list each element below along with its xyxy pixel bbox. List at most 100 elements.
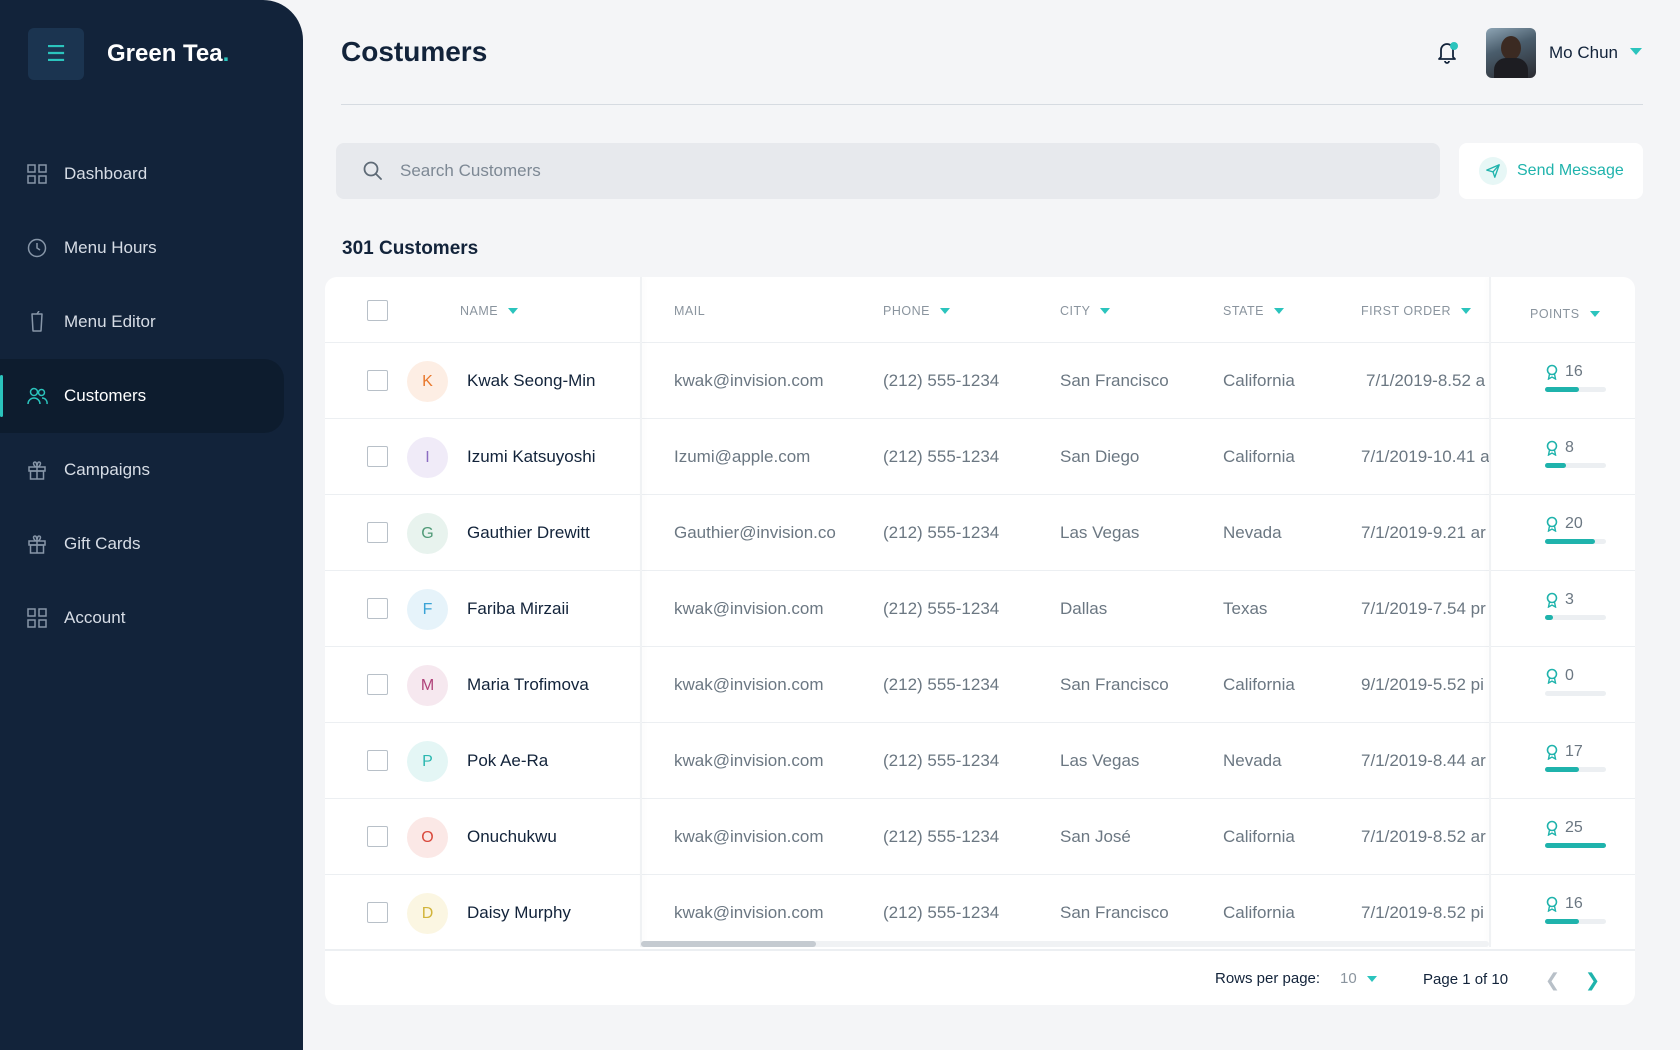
rows-per-page-select[interactable]: 10 [1340, 970, 1377, 987]
send-message-button[interactable]: Send Message [1459, 143, 1643, 199]
search-bar [336, 143, 1440, 199]
table-row[interactable]: F Fariba Mirzaii kwak@invision.com (212) 55… [325, 571, 1635, 647]
glass-icon [26, 311, 48, 333]
sidebar-item-dashboard[interactable]: Dashboard [0, 137, 303, 211]
customer-name[interactable]: Fariba Mirzaii [467, 599, 570, 618]
row-checkbox[interactable] [367, 598, 388, 619]
row-checkbox[interactable] [367, 826, 388, 847]
table-row[interactable]: P Pok Ae-Ra kwak@invision.com (212) 555-123… [325, 723, 1635, 799]
sidebar-item-customers[interactable]: Customers [0, 359, 284, 433]
points-cell: 16 [1545, 895, 1606, 924]
hamburger-icon: ☰ [46, 41, 66, 66]
table-row[interactable]: D Daisy Murphy kwak@invision.com (212) 555-… [325, 875, 1635, 951]
customer-city: San Diego [1060, 447, 1140, 466]
points-value: 20 [1565, 515, 1583, 532]
sidebar-item-label: Account [64, 608, 126, 627]
table-row[interactable]: K Kwak Seong-Min kwak@invision.com (212) 55… [325, 343, 1635, 419]
sidebar-item-menu-hours[interactable]: Menu Hours [0, 211, 303, 285]
row-checkbox[interactable] [367, 750, 388, 771]
row-checkbox[interactable] [367, 370, 388, 391]
customer-phone: (212) 555-1234 [883, 675, 1000, 694]
points-bar [1545, 691, 1606, 696]
column-header-phone[interactable]: PHONE [883, 304, 950, 318]
customer-city: San Francisco [1060, 371, 1169, 390]
row-checkbox[interactable] [367, 902, 388, 923]
sidebar-item-label: Campaigns [64, 460, 150, 479]
customer-name[interactable]: Gauthier Drewitt [467, 523, 590, 542]
brand-logo: Green Tea. [107, 40, 230, 67]
customer-mail: kwak@invision.com [674, 371, 824, 390]
column-header-points[interactable]: POINTS [1530, 307, 1600, 321]
row-checkbox[interactable] [367, 522, 388, 543]
horizontal-scrollbar[interactable] [641, 941, 1489, 947]
points-bar [1545, 767, 1606, 772]
search-input[interactable] [400, 161, 1300, 181]
clock-icon [26, 237, 48, 259]
avatar-initial: F [407, 589, 448, 630]
column-header-state[interactable]: STATE [1223, 304, 1284, 318]
gift-icon [26, 459, 48, 481]
menu-toggle-button[interactable]: ☰ [28, 28, 84, 80]
award-icon [1546, 744, 1558, 760]
sidebar-item-menu-editor[interactable]: Menu Editor [0, 285, 303, 359]
sort-caret-icon [1461, 308, 1471, 314]
customer-name[interactable]: Maria Trofimova [467, 675, 589, 694]
customer-state: Nevada [1223, 751, 1282, 770]
column-header-mail: MAIL [674, 304, 706, 318]
prev-page-button[interactable]: ❮ [1545, 970, 1561, 990]
page-info: Page 1 of 10 [1423, 971, 1509, 988]
scrollbar-thumb[interactable] [641, 941, 816, 947]
avatar-initial: G [407, 513, 448, 554]
points-value: 25 [1565, 819, 1583, 836]
table-row[interactable]: G Gauthier Drewitt Gauthier@invision.co (21… [325, 495, 1635, 571]
sidebar-item-label: Gift Cards [64, 534, 141, 553]
customer-name[interactable]: Onuchukwu [467, 827, 557, 846]
sidebar-item-campaigns[interactable]: Campaigns [0, 433, 303, 507]
send-icon [1479, 157, 1507, 185]
table-header: NAME MAIL PHONE CITY STATE FIRST ORDER P… [325, 277, 1635, 343]
customer-state: Texas [1223, 599, 1268, 618]
customer-first-order: 7/1/2019-8.52 ar [1361, 827, 1486, 846]
row-checkbox[interactable] [367, 446, 388, 467]
table-row[interactable]: M Maria Trofimova kwak@invision.com (212) 5… [325, 647, 1635, 723]
customer-phone: (212) 555-1234 [883, 903, 1000, 922]
user-avatar[interactable] [1486, 28, 1536, 78]
column-header-name[interactable]: NAME [460, 304, 519, 318]
search-icon [363, 161, 382, 180]
chevron-down-icon [1366, 975, 1377, 982]
customer-state: California [1223, 447, 1295, 466]
row-checkbox[interactable] [367, 674, 388, 695]
points-value: 16 [1565, 895, 1583, 912]
table-row[interactable]: I Izumi Katsuyoshi Izumi@apple.com (212) 55… [325, 419, 1635, 495]
customer-mail: kwak@invision.com [674, 751, 824, 770]
chevron-down-icon[interactable] [1630, 48, 1642, 55]
customer-first-order: 7/1/2019-10.41 a [1361, 447, 1489, 466]
customer-name[interactable]: Kwak Seong-Min [467, 371, 596, 390]
column-header-city[interactable]: CITY [1060, 304, 1111, 318]
customer-name[interactable]: Daisy Murphy [467, 903, 571, 922]
points-value: 16 [1565, 363, 1583, 380]
select-all-checkbox[interactable] [367, 300, 388, 321]
column-header-first-order[interactable]: FIRST ORDER [1361, 304, 1471, 318]
customer-first-order: 7/1/2019-8.52 pi [1361, 903, 1484, 922]
sort-caret-icon [1100, 308, 1111, 314]
table-row[interactable]: O Onuchukwu kwak@invision.com (212) 555-123… [325, 799, 1635, 875]
table-footer: Rows per page: 10 Page 1 of 10 ❮ ❯ [325, 949, 1635, 1005]
avatar-initial: M [407, 665, 448, 706]
notification-bell-icon[interactable] [1433, 38, 1461, 66]
points-bar [1545, 843, 1606, 848]
customer-city: San José [1060, 827, 1131, 846]
customer-name[interactable]: Izumi Katsuyoshi [467, 447, 596, 466]
points-cell: 16 [1545, 363, 1606, 392]
customer-name[interactable]: Pok Ae-Ra [467, 751, 549, 770]
customer-mail: kwak@invision.com [674, 675, 824, 694]
customer-phone: (212) 555-1234 [883, 447, 1000, 466]
customer-phone: (212) 555-1234 [883, 751, 1000, 770]
customer-phone: (212) 555-1234 [883, 599, 1000, 618]
sidebar-item-gift-cards[interactable]: Gift Cards [0, 507, 303, 581]
next-page-button[interactable]: ❯ [1585, 970, 1601, 990]
customers-table: NAME MAIL PHONE CITY STATE FIRST ORDER P… [325, 277, 1635, 1005]
sidebar-item-account[interactable]: Account [0, 581, 303, 655]
user-name[interactable]: Mo Chun [1549, 43, 1618, 62]
points-bar [1545, 919, 1606, 924]
